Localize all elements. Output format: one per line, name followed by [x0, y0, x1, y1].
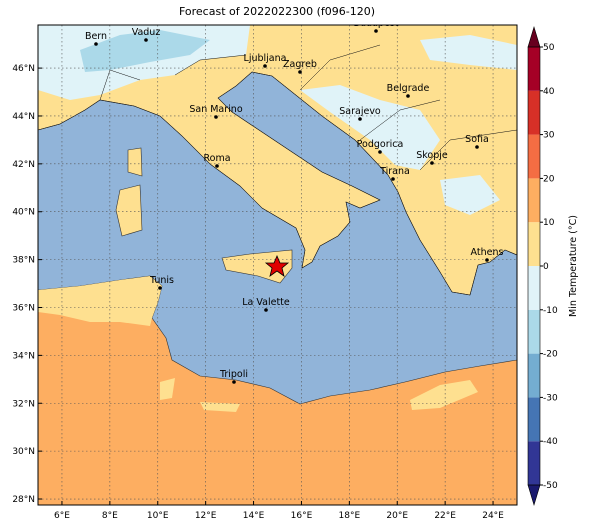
- city-label: Budapest: [354, 18, 399, 29]
- x-tick-label: 14°E: [243, 511, 265, 521]
- city-label: Vaduz: [132, 27, 161, 38]
- city-label: Tripoli: [219, 369, 248, 380]
- sicily: [221, 249, 293, 284]
- x-tick-label: 24°E: [482, 511, 504, 521]
- x-tick-label: 18°E: [339, 511, 361, 521]
- colorbar-extend: [527, 484, 541, 507]
- colorbar-tick-label: 50: [543, 43, 555, 53]
- city-dot: [144, 38, 148, 42]
- colorbar-swatch: [528, 397, 540, 442]
- colorbar-swatch: [528, 266, 540, 310]
- grid: [38, 25, 517, 505]
- x-tick-label: 20°E: [386, 511, 408, 521]
- colorbar-tick-label: -50: [543, 481, 558, 491]
- title: Forecast of 2022022300 (f096-120): [179, 5, 375, 18]
- colorbar-tick-label: 0: [543, 262, 549, 272]
- x-tick-label: 16°E: [291, 511, 313, 521]
- colorbar-tick-label: -30: [543, 393, 558, 403]
- colorbar-label: Min Temperature (°C): [568, 215, 579, 317]
- city-label: Podgorica: [357, 139, 404, 150]
- y-tick-label: 36°N: [12, 303, 35, 313]
- colorbar-extend: [527, 25, 541, 48]
- city-dot: [358, 117, 362, 121]
- sardinia: [115, 184, 143, 237]
- colorbar: -50 -40 -30 -20 -10 0 10 20 30 40 50: [527, 25, 558, 507]
- city-label: Skopje: [416, 150, 448, 161]
- colorbar-swatch: [528, 178, 540, 223]
- city-dot: [485, 258, 489, 262]
- colorbar-swatch: [528, 441, 540, 485]
- colorbar-swatch: [528, 222, 540, 266]
- city-label: Sofia: [465, 134, 489, 145]
- colorbar-tick-label: -40: [543, 437, 558, 447]
- cities: Bern Vaduz Budapest Ljubljana Zagreb Bel…: [85, 18, 504, 384]
- city-dot: [215, 164, 219, 168]
- map-frame: [37, 24, 518, 506]
- marker-star: [264, 254, 290, 277]
- tunisia-warm: [38, 276, 162, 326]
- cold-patch: [420, 35, 517, 215]
- city-dot: [214, 115, 218, 119]
- coastline: [38, 71, 517, 296]
- city-dot: [264, 308, 268, 312]
- city-dot: [94, 42, 98, 46]
- y-tick-label: 40°N: [12, 208, 35, 218]
- colorbar-tick-label: 40: [543, 87, 555, 97]
- colorbar-tick-label: 30: [543, 131, 555, 141]
- city-label: San Marino: [189, 104, 242, 115]
- colorbar-tick-label: 20: [543, 174, 555, 184]
- y-tick-label: 42°N: [12, 160, 35, 170]
- city-label: Roma: [203, 153, 230, 164]
- city-dot: [430, 161, 434, 165]
- colorbar-swatch: [528, 309, 540, 354]
- city-label: Ljubljana: [244, 53, 287, 64]
- colorbar-swatch: [528, 47, 540, 91]
- y-tick-label: 44°N: [12, 112, 35, 122]
- city-dot: [232, 380, 236, 384]
- city-dot: [298, 70, 302, 74]
- axes: 6°E 8°E 10°E 12°E 14°E 16°E 18°E 20°E 22°E 24°E 28…: [12, 64, 504, 521]
- colorbar-swatch: [528, 90, 540, 135]
- city-dot: [391, 177, 395, 181]
- city-label: Belgrade: [387, 83, 430, 94]
- corsica: [127, 147, 143, 177]
- city-dot: [263, 64, 267, 68]
- city-dot: [374, 29, 378, 33]
- city-dot: [406, 94, 410, 98]
- y-tick-label: 28°N: [12, 495, 35, 505]
- colorbar-tick-label: -20: [543, 350, 558, 360]
- city-dot: [378, 150, 382, 154]
- city-label: La Valette: [242, 297, 290, 308]
- colorbar-swatch: [528, 134, 540, 179]
- colorbar-swatch: [528, 353, 540, 398]
- map: Bern Vaduz Budapest Ljubljana Zagreb Bel…: [38, 18, 517, 505]
- x-tick-label: 12°E: [195, 511, 217, 521]
- city-label: Athens: [471, 247, 504, 258]
- city-label: Tirana: [379, 166, 410, 177]
- city-dot: [158, 286, 162, 290]
- y-tick-label: 38°N: [12, 256, 35, 266]
- balkans-cold: [300, 85, 440, 170]
- y-tick-label: 34°N: [12, 351, 35, 361]
- x-tick-label: 10°E: [147, 511, 169, 521]
- city-label: Sarajevo: [339, 106, 381, 117]
- alps-colder: [80, 30, 210, 72]
- x-tick-label: 6°E: [54, 511, 70, 521]
- colorbar-tick-label: 10: [543, 218, 555, 228]
- x-tick-label: 22°E: [434, 511, 456, 521]
- x-tick-label: 8°E: [102, 511, 118, 521]
- y-tick-label: 46°N: [12, 64, 35, 74]
- city-label: Zagreb: [283, 59, 317, 70]
- y-tick-label: 32°N: [12, 399, 35, 409]
- city-dot: [475, 145, 479, 149]
- city-label: Tunis: [149, 275, 174, 286]
- city-label: Bern: [85, 31, 107, 42]
- y-tick-label: 30°N: [12, 447, 35, 457]
- colorbar-tick-label: -10: [543, 306, 558, 316]
